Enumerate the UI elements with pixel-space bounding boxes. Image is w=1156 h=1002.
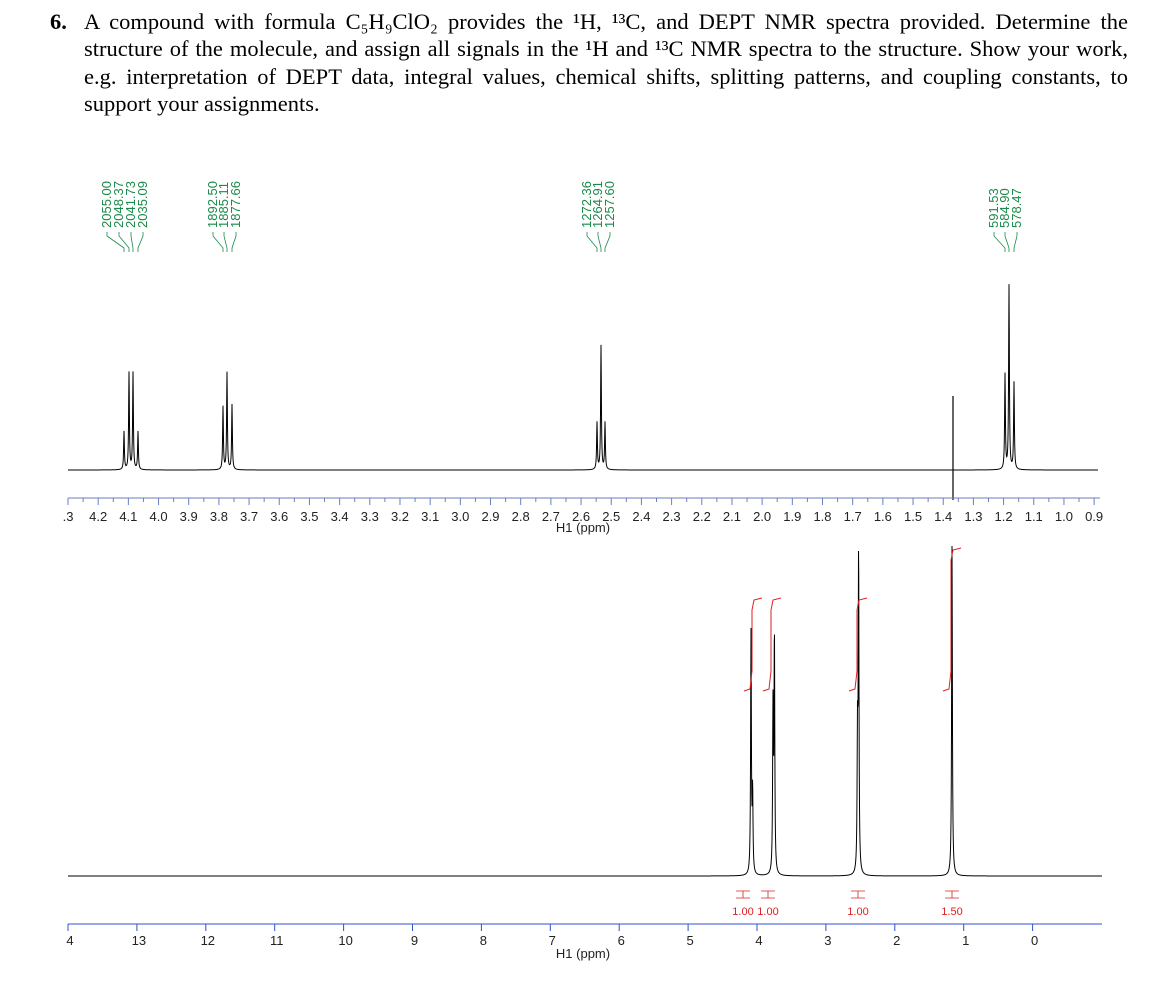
axis-tick-label: 4.0: [150, 509, 168, 524]
peak-label: 1264.91: [590, 181, 605, 228]
peak-label: 1272.36: [579, 181, 594, 228]
axis-tick-label: 1.8: [813, 509, 831, 524]
integral-bracket: [945, 890, 959, 899]
axis-tick-label: 11: [270, 933, 284, 948]
peak-connector: [118, 232, 130, 252]
axis-tick-label: 5: [686, 933, 693, 948]
question-text: A compound with formula C₅H₉ClO₂ provide…: [84, 9, 1128, 116]
axis-tick-label: 3.0: [451, 509, 469, 524]
peak-label: 1885.11: [216, 182, 231, 228]
axis-tick-label: 3.7: [240, 509, 258, 524]
peak-label: 2055.00: [99, 181, 114, 228]
axis-tick-label: 2.0: [753, 509, 771, 524]
integral-curve: [942, 547, 962, 692]
axis-tick-label: 1: [962, 933, 969, 948]
axis-tick-label: 10: [338, 933, 352, 948]
peak-connector: [1004, 232, 1010, 252]
spectrum-trace: [68, 545, 1102, 877]
axis-tick-label: 7: [549, 933, 556, 948]
spectrum-trace: [68, 284, 1098, 471]
axis-tick-label: 0: [1031, 933, 1038, 948]
peak-label: 1892.50: [205, 181, 220, 228]
axis-tick-label: 2.5: [602, 509, 620, 524]
integral-curve: [743, 597, 763, 692]
axis-label: H1 (ppm): [556, 520, 610, 535]
peak-label: 2041.73: [123, 181, 138, 228]
peak-connector: [604, 232, 611, 252]
integral-value: 1.00: [757, 906, 778, 918]
peak-connector: [106, 232, 125, 252]
axis-tick-label: 1.4: [934, 509, 952, 524]
axis-tick-label: 4: [66, 933, 73, 948]
integral-value: 1.50: [941, 906, 962, 918]
peak-label: 578.47: [1009, 188, 1024, 228]
peak-label: 1257.60: [602, 181, 617, 228]
peak-label: 1877.66: [228, 181, 243, 228]
axis-tick-label: .3: [63, 509, 74, 524]
axis-tick-label: 4.1: [119, 509, 137, 524]
axis-label: H1 (ppm): [556, 946, 610, 961]
axis-tick-label: 1.1: [1025, 509, 1043, 524]
axis-tick-label: 2.4: [632, 509, 650, 524]
axis-tick-label: 1.9: [783, 509, 801, 524]
peak-label: 591.53: [986, 188, 1001, 228]
peak-connector: [993, 232, 1006, 252]
peak-connector: [597, 232, 602, 252]
peak-label: 584.90: [997, 188, 1012, 228]
axis-tick-label: 4.2: [89, 509, 107, 524]
question: 6. A compound with formula C₅H₉ClO₂ prov…: [50, 8, 1128, 117]
peak-connector: [586, 232, 598, 252]
axis-tick-label: 1.5: [904, 509, 922, 524]
axis-tick-label: 8: [480, 933, 487, 948]
peak-connector: [1013, 232, 1018, 252]
peak-connector: [223, 232, 228, 252]
axis-tick-label: 3: [824, 933, 831, 948]
peak-connector: [231, 232, 237, 252]
axis-tick-label: 1.2: [995, 509, 1013, 524]
axis-tick-label: 1.3: [964, 509, 982, 524]
axis-tick-label: 2.2: [693, 509, 711, 524]
integral-value: 1.00: [732, 906, 753, 918]
axis-tick-label: 12: [201, 933, 215, 948]
axis-tick-label: 2.8: [512, 509, 530, 524]
axis-tick-label: 3.9: [180, 509, 198, 524]
axis-tick-label: 9: [411, 933, 418, 948]
axis-tick-label: 13: [132, 933, 146, 948]
axis-tick-label: 3.6: [270, 509, 288, 524]
peak-label: 2035.09: [135, 181, 150, 228]
axis-tick-label: 1.6: [874, 509, 892, 524]
axis-tick-label: 2.3: [663, 509, 681, 524]
question-number: 6.: [50, 9, 67, 34]
axis-tick-label: 6: [618, 933, 625, 948]
axis-tick-label: 2: [893, 933, 900, 948]
integral-value: 1.00: [847, 906, 868, 918]
integral-bracket: [851, 890, 865, 899]
peak-label: 2048.37: [111, 181, 126, 228]
integral-bracket: [761, 890, 775, 899]
axis-tick-label: 3.5: [300, 509, 318, 524]
axis-tick-label: 2.9: [481, 509, 499, 524]
integral-curve: [762, 597, 782, 692]
axis-tick-label: 3.1: [421, 509, 439, 524]
axis-tick-label: 3.4: [331, 509, 349, 524]
peak-connector: [130, 232, 134, 252]
peak-connector: [212, 232, 224, 252]
axis-tick-label: 2.6: [572, 509, 590, 524]
axis-tick-label: 1.7: [844, 509, 862, 524]
axis-tick-label: 4: [755, 933, 762, 948]
axis-tick-label: 2.1: [723, 509, 741, 524]
axis-tick-label: 1.0: [1055, 509, 1073, 524]
integral-bracket: [736, 890, 750, 899]
axis-tick-label: 0.9: [1085, 509, 1103, 524]
axis-tick-label: 3.8: [210, 509, 228, 524]
integral-curve: [848, 597, 868, 692]
axis-tick-label: 2.7: [542, 509, 560, 524]
peak-connector: [137, 232, 144, 252]
axis-tick-label: 3.3: [361, 509, 379, 524]
axis-tick-label: 3.2: [391, 509, 409, 524]
